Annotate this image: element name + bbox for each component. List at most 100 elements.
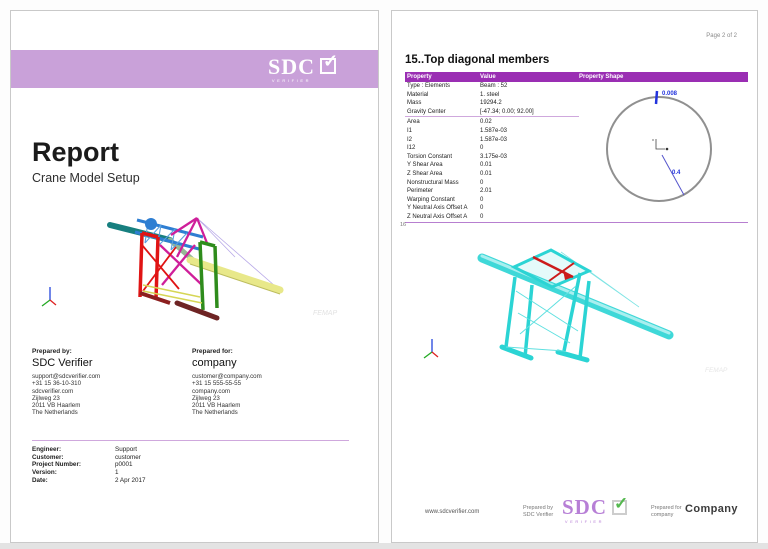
- table-row: Y Neutral Axis Offset A 0: [405, 204, 748, 213]
- contact-line: 2011 VB Haarlem: [192, 402, 241, 410]
- field-label: Date:: [32, 476, 48, 484]
- contact-line: Zijlweg 23: [32, 394, 60, 402]
- field-value: 2 Apr 2017: [115, 476, 146, 484]
- property-cell: Gravity Center: [407, 108, 446, 115]
- field-label: Customer:: [32, 453, 64, 461]
- table-row: Area 0.02: [405, 118, 748, 127]
- highlighted-members: [532, 255, 575, 282]
- sdc-logo-subtext: VERIFIER: [564, 519, 605, 524]
- contact-line: 2011 VB Haarlem: [32, 402, 81, 410]
- table-row: Material 1. steel: [405, 91, 748, 100]
- property-cell: Area: [407, 119, 420, 126]
- axis-triad-icon: [41, 287, 57, 307]
- column-header: Property Shape: [579, 74, 624, 80]
- femap-watermark: FEMAP: [705, 367, 728, 374]
- contact-line: sdcverifier.com: [32, 387, 74, 395]
- value-cell: 0: [480, 196, 484, 203]
- field-label: Version:: [32, 469, 57, 477]
- purple-divider: [32, 440, 349, 441]
- sdc-logo-text: SDC: [267, 54, 315, 79]
- field-label: Engineer:: [32, 446, 62, 453]
- property-cell: Nonstructural Mass: [407, 179, 459, 186]
- property-cell: Perimeter: [407, 188, 434, 195]
- contact-line: customer@company.com: [192, 373, 262, 380]
- value-cell: 2.01: [480, 188, 492, 195]
- table-row: Mass 19294.2: [405, 99, 748, 108]
- property-cell: Warping Constant: [407, 196, 455, 203]
- property-cell: I2: [407, 136, 413, 143]
- report-page-1: SDC VERIFIER ✓ Report Crane Model Setup: [10, 10, 379, 543]
- value-cell: 0: [480, 145, 484, 152]
- value-cell: 0.01: [480, 162, 492, 169]
- property-cell: Y Shear Area: [407, 162, 443, 169]
- table-row: Type : Elements Beam : 52: [405, 82, 748, 91]
- table-row: I1 1.587e-03: [405, 127, 748, 136]
- table-header-row: Property Value Property Shape: [405, 72, 748, 82]
- sdc-logo-subtext: VERIFIER: [271, 78, 312, 83]
- prepared-for-name: company: [192, 357, 237, 369]
- field-value: p0001: [115, 461, 133, 469]
- contact-line: company.com: [192, 387, 231, 395]
- section-heading: 15..Top diagonal members: [405, 54, 550, 66]
- column-header: Value: [480, 74, 496, 80]
- property-cell: Torsion Constant: [407, 153, 453, 160]
- page-number: Page 2 of 2: [706, 33, 737, 39]
- property-cell: I12: [407, 145, 416, 152]
- field-row: Project Number: p0001: [32, 461, 145, 469]
- field-value: customer: [115, 453, 141, 461]
- value-cell: [-47.34; 0.00; 92.00]: [480, 108, 534, 115]
- crane-hub: [145, 218, 157, 230]
- axis-triad-icon: [423, 339, 439, 359]
- value-cell: 1.587e-03: [480, 136, 508, 143]
- property-cell: Z Shear Area: [407, 170, 443, 177]
- property-cell: Material: [407, 91, 429, 98]
- value-cell: 1. steel: [480, 91, 500, 98]
- value-cell: 0: [480, 205, 484, 212]
- thickness-label: 0.008: [662, 91, 678, 97]
- footer-prepared-by: Prepared by SDC Verifier: [523, 505, 554, 518]
- sdc-logo: SDC VERIFIER ✓: [267, 52, 338, 83]
- value-cell: 0.02: [480, 119, 492, 126]
- prepared-by-name: SDC Verifier: [32, 357, 93, 369]
- green-check-icon: ✓: [612, 494, 629, 515]
- prepared-for-label: Prepared for:: [192, 348, 233, 355]
- prepared-for-block: Prepared for: company customer@company.c…: [192, 348, 342, 417]
- table-row: Z Shear Area 0.01: [405, 170, 748, 179]
- report-page-2: Page 2 of 2 15..Top diagonal members Pro…: [391, 10, 758, 543]
- table-row: I12 0: [405, 144, 748, 153]
- contact-line: +31 15 555-55-55: [192, 380, 242, 388]
- sdc-footer-logo: SDC VERIFIER ✓: [562, 494, 629, 524]
- center-axes-icon: [652, 139, 669, 151]
- table-row: Z Neutral Axis Offset A 0: [405, 213, 748, 222]
- project-fields: Engineer: Support Customer: customer Proje…: [32, 446, 145, 484]
- property-cell: I1: [407, 127, 413, 134]
- field-row: Date: 2 Apr 2017: [32, 477, 145, 485]
- check-icon: ✓: [320, 52, 338, 74]
- field-row: Version: 1: [32, 469, 145, 477]
- value-cell: 0: [480, 213, 484, 220]
- contact-line: The Netherlands: [192, 409, 238, 417]
- page-subtitle: Crane Model Setup: [32, 171, 140, 185]
- field-value: 1: [115, 469, 119, 477]
- value-cell: 3.175e-03: [480, 153, 508, 160]
- field-value: Support: [115, 446, 138, 453]
- property-cell: Mass: [407, 100, 422, 107]
- table-separator: [405, 116, 748, 118]
- femap-watermark: FEMAP: [313, 310, 337, 317]
- section-shape-diagram: 0.008 0.4: [606, 90, 712, 202]
- radius-label: 0.4: [672, 170, 681, 176]
- contact-line: The Netherlands: [32, 409, 78, 417]
- footer-website: www.sdcverifier.com: [425, 509, 480, 515]
- prepared-by-label: Prepared by:: [32, 348, 72, 355]
- value-cell: 0: [480, 179, 484, 186]
- value-cell: 1.587e-03: [480, 127, 508, 134]
- cover-banner: SDC VERIFIER ✓: [11, 50, 378, 88]
- table-row: Warping Constant 0: [405, 196, 748, 205]
- column-header: Property: [407, 74, 432, 80]
- contact-line: Zijlweg 23: [192, 394, 220, 402]
- table-row: I2 1.587e-03: [405, 136, 748, 145]
- canvas-bottom-strip: [0, 543, 768, 549]
- page-title: Report: [32, 137, 119, 167]
- property-table: Property Value Property Shape Type : Ele…: [405, 72, 748, 223]
